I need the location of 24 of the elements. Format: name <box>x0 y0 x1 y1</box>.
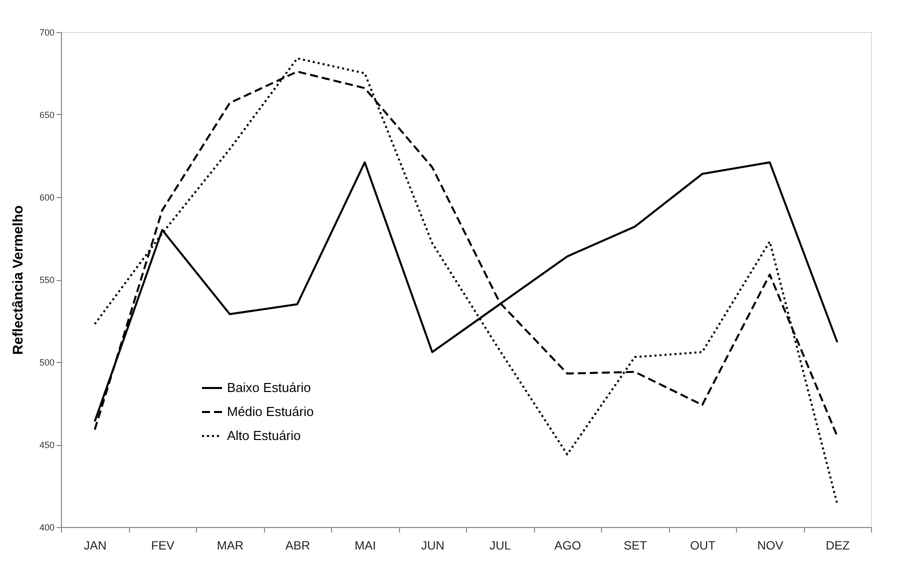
x-tick-label: OUT <box>690 538 716 552</box>
legend-label: Baixo Estuário <box>227 380 311 395</box>
legend-label: Alto Estuário <box>227 428 301 443</box>
y-tick-label: 500 <box>39 358 54 368</box>
x-tick-label: JUL <box>490 538 512 552</box>
x-tick-label: JUN <box>421 538 444 552</box>
y-tick-label: 550 <box>39 275 54 285</box>
line-series <box>94 57 838 505</box>
x-tick-label: MAR <box>216 538 244 552</box>
y-axis-title: Reflectância Vermelho <box>9 205 26 355</box>
x-tick-label: NOV <box>757 538 784 552</box>
y-tick-label: 400 <box>39 522 54 532</box>
x-tick-label: SET <box>624 538 648 552</box>
x-tick-label: MAI <box>354 538 376 552</box>
y-tick-label: 650 <box>39 110 54 120</box>
y-tick-label: 600 <box>39 192 54 202</box>
x-tick-label: DEZ <box>826 538 850 552</box>
y-tick-label: 450 <box>39 440 54 450</box>
x-tick-label: JAN <box>84 538 107 552</box>
x-tick-label: ABR <box>285 538 310 552</box>
x-tick-label: FEV <box>151 538 174 552</box>
legend-label: Médio Estuário <box>227 404 314 419</box>
x-tick-label: AGO <box>554 538 582 552</box>
y-tick-label: 700 <box>39 28 54 38</box>
